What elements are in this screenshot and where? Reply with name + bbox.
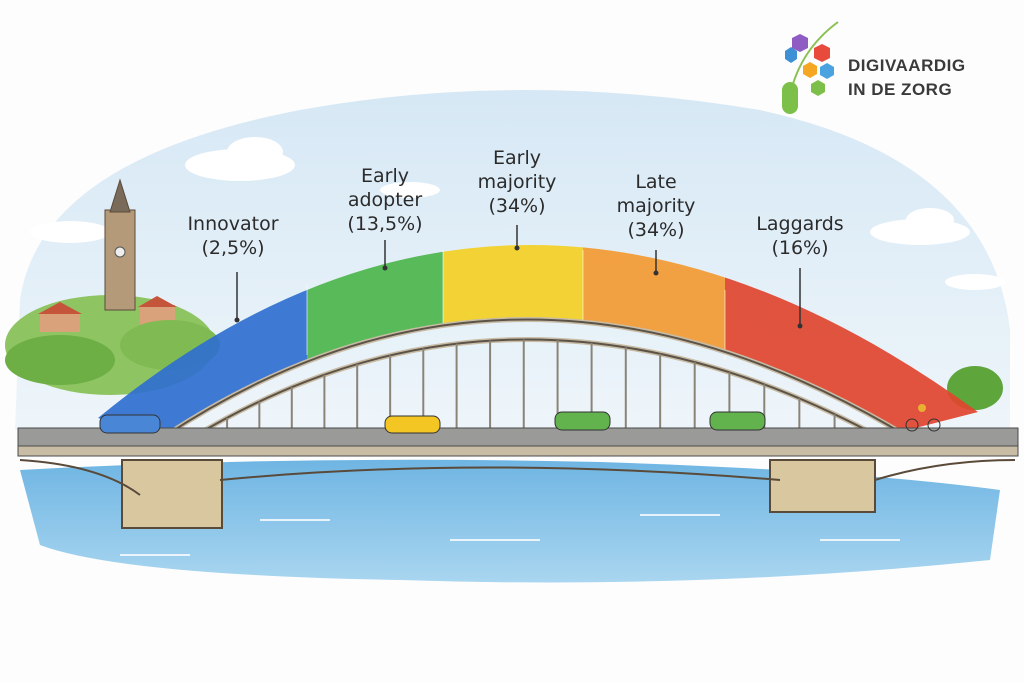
label-late-majority: Late majority (34%) [617, 170, 696, 242]
bridge-piers [19, 459, 1016, 529]
tree-right [947, 366, 1003, 410]
label-early-adopter: Early adopter (13,5%) [347, 164, 422, 236]
water-ripples [120, 514, 900, 556]
segment-percent: (34%) [627, 219, 685, 241]
label-laggards: Laggards (16%) [756, 212, 843, 260]
label-early-majority: Early majority (34%) [478, 146, 557, 218]
segment-name-1: Early [361, 165, 409, 187]
river [20, 459, 1000, 583]
segment-name: Innovator [187, 213, 279, 235]
segment-name-1: Late [635, 171, 677, 193]
segment-percent: (16%) [771, 237, 829, 259]
logo-line-1: DIGIVAARDIG [848, 56, 966, 75]
segment-name-2: adopter [347, 189, 423, 211]
clouds [30, 137, 1005, 290]
bridge-hangers [226, 339, 836, 428]
segment-name-2: majority [477, 171, 557, 193]
segment-name: Laggards [756, 213, 844, 235]
segment-name-2: majority [616, 195, 696, 217]
logo-text: DIGIVAARDIG IN DE ZORG [848, 54, 966, 102]
vehicles [99, 404, 941, 434]
label-pointers [236, 225, 801, 325]
logo-line-2: IN DE ZORG [848, 80, 953, 99]
segment-name-1: Early [493, 147, 541, 169]
label-innovator: Innovator (2,5%) [187, 212, 278, 260]
adoption-curve-band [98, 244, 978, 436]
segment-percent: (2,5%) [201, 237, 265, 259]
bridge-deck [17, 427, 1019, 447]
segment-percent: (34%) [488, 195, 546, 217]
logo-mark [782, 21, 839, 114]
segment-percent: (13,5%) [347, 213, 423, 235]
